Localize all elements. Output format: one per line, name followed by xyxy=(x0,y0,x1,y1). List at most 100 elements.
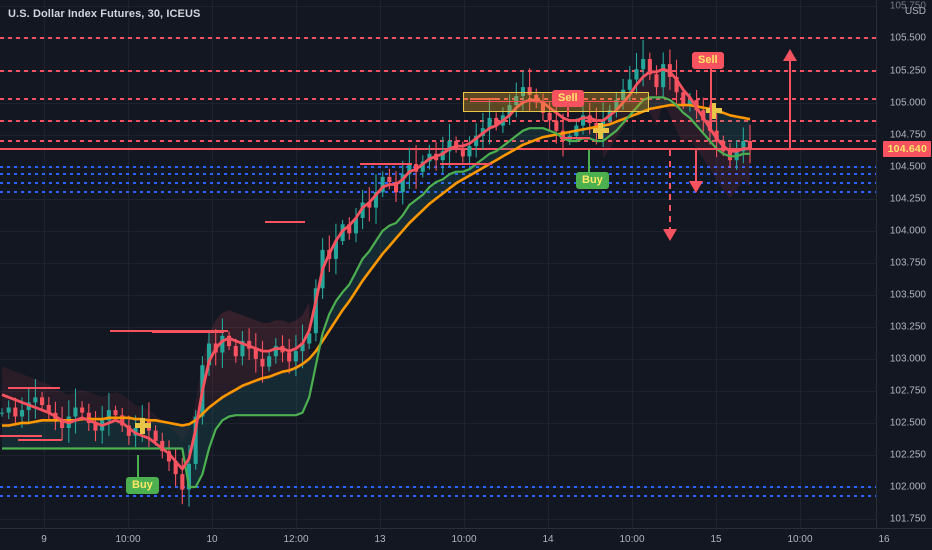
level-segment[interactable] xyxy=(0,434,42,437)
candle-body xyxy=(293,351,298,362)
price-level-line[interactable] xyxy=(0,37,876,40)
gridline-vertical xyxy=(800,0,801,528)
arrow-head xyxy=(663,228,677,241)
level-segment[interactable] xyxy=(560,137,590,140)
candle-body xyxy=(647,59,652,75)
buy-label-low[interactable]: Buy xyxy=(126,477,159,494)
price-level-line[interactable] xyxy=(0,165,876,168)
price-level-line[interactable] xyxy=(0,182,876,185)
level-segment[interactable] xyxy=(470,97,498,100)
gridline-horizontal xyxy=(0,519,876,520)
candle-body xyxy=(407,164,412,175)
gridline-horizontal xyxy=(0,422,876,424)
level-segment[interactable] xyxy=(110,329,228,332)
candle-body xyxy=(260,358,265,367)
gridline-horizontal xyxy=(0,134,876,136)
time-tick-label: 10:00 xyxy=(451,534,477,545)
candle-body xyxy=(46,405,51,413)
candle-body xyxy=(6,407,11,413)
candle-body xyxy=(333,240,338,259)
candle-body xyxy=(627,79,632,90)
candle-body xyxy=(714,130,719,141)
level-segment[interactable] xyxy=(18,438,62,441)
candle-body xyxy=(153,430,158,441)
gridline-horizontal xyxy=(0,390,876,392)
level-segment[interactable] xyxy=(440,163,492,165)
price-tick-label: 105.750 xyxy=(889,0,926,12)
candle-body xyxy=(173,461,178,475)
candle-body xyxy=(80,407,85,413)
level-segment[interactable] xyxy=(152,330,224,333)
time-tick-label: 9 xyxy=(41,534,47,545)
price-tick-label: 102.250 xyxy=(889,449,926,461)
level-segment[interactable] xyxy=(690,147,876,150)
sell-label-zone[interactable]: Sell xyxy=(552,90,584,107)
candle-body xyxy=(73,407,78,417)
candle-body xyxy=(240,340,245,357)
candle-body xyxy=(741,141,746,152)
candle-body xyxy=(380,176,385,193)
gridline-vertical xyxy=(212,0,213,528)
sell-label-top[interactable]: Sell xyxy=(692,52,724,69)
candle-body xyxy=(641,59,646,70)
candle-body xyxy=(0,412,4,414)
time-tick-label: 15 xyxy=(710,534,722,545)
candle-body xyxy=(674,76,679,93)
candle-body xyxy=(540,102,545,113)
price-tick-label: 103.000 xyxy=(889,353,926,365)
candle-body xyxy=(307,333,312,344)
price-level-line[interactable] xyxy=(0,69,876,72)
candle-body xyxy=(287,352,292,362)
candle-body xyxy=(13,407,18,417)
gridline-vertical xyxy=(632,0,633,528)
arrow-shaft xyxy=(695,149,697,185)
price-axis[interactable]: USD 105.750 105.500 105.250 105.000 104.750 1… xyxy=(876,0,932,528)
gridline-vertical xyxy=(128,0,129,528)
gridline-horizontal xyxy=(0,262,876,264)
candle-body xyxy=(166,451,171,462)
price-level-line[interactable] xyxy=(0,191,876,194)
price-level-line[interactable] xyxy=(0,495,876,497)
candle-body xyxy=(467,146,472,157)
buy-label-mid[interactable]: Buy xyxy=(576,172,609,189)
price-level-line[interactable] xyxy=(0,140,876,142)
gridline-vertical xyxy=(296,0,297,528)
candle-body xyxy=(687,100,692,106)
candle-body xyxy=(661,64,666,88)
price-level-line[interactable] xyxy=(0,119,876,122)
candle-body xyxy=(106,410,111,421)
candle-body xyxy=(520,87,525,97)
price-tick-label: 105.000 xyxy=(889,97,926,108)
candle-body xyxy=(367,202,372,208)
time-tick-label: 10:00 xyxy=(115,534,141,545)
price-level-line[interactable] xyxy=(0,173,876,176)
price-level-line[interactable] xyxy=(0,486,876,488)
candle-body xyxy=(253,348,258,359)
candle-body xyxy=(614,100,619,111)
level-segment[interactable] xyxy=(265,220,305,223)
level-segment[interactable] xyxy=(360,163,412,165)
price-level-line[interactable] xyxy=(0,97,876,100)
time-tick-label: 10:00 xyxy=(619,534,645,545)
chart-plot-area[interactable]: Sell Sell Buy Buy xyxy=(0,0,876,528)
candle-body xyxy=(33,397,38,403)
level-segment[interactable] xyxy=(8,387,60,390)
time-axis[interactable]: 9 10:00 10 12:00 13 10:00 14 10:00 15 10:00 16 xyxy=(0,528,932,550)
slow-ma-line xyxy=(2,103,751,427)
price-series-layer xyxy=(0,40,752,507)
cloud-fill xyxy=(2,69,750,488)
candle-body xyxy=(267,356,272,367)
candle-body xyxy=(440,151,445,161)
buy-label-tail xyxy=(588,150,590,172)
price-tick-label: 103.250 xyxy=(889,321,926,333)
gridline-horizontal xyxy=(0,358,876,360)
candle-body xyxy=(220,335,225,353)
candle-body xyxy=(460,148,465,157)
arrow-shaft xyxy=(669,149,671,232)
price-level-line[interactable] xyxy=(0,147,876,150)
time-tick-label: 10 xyxy=(206,534,218,545)
candle-body xyxy=(654,74,659,88)
chart-title: U.S. Dollar Index Futures, 30, ICEUS xyxy=(8,8,201,20)
price-tick-label: 103.750 xyxy=(889,257,926,269)
time-tick-label: 13 xyxy=(374,534,386,545)
